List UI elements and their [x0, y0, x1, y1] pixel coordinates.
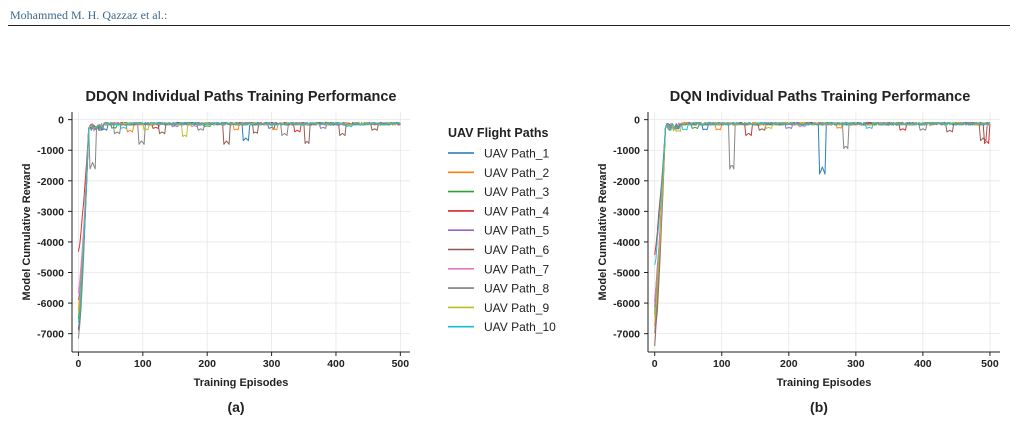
y-tick-label: -6000: [613, 298, 640, 310]
series-line-uav-path-1: [77, 121, 401, 330]
series-line-uav-path-9: [77, 121, 401, 314]
series-line-uav-path-7: [77, 121, 401, 294]
legend-entry: UAV Path_4: [484, 204, 549, 218]
x-tick-label: 0: [76, 358, 82, 370]
y-tick-label: -4000: [613, 237, 640, 249]
y-axis-label: Model Cumulative Reward: [597, 164, 609, 301]
series-line-uav-path-8: [77, 122, 401, 339]
series-line-uav-path-1: [654, 121, 991, 315]
y-tick-label: -5000: [37, 268, 64, 280]
chart-title: DQN Individual Paths Training Performanc…: [670, 89, 971, 105]
x-tick-label: 300: [847, 358, 865, 370]
x-tick-label: 100: [713, 358, 731, 370]
series-line-uav-path-6: [77, 121, 401, 331]
series-line-uav-path-7: [654, 121, 991, 303]
y-tick-label: -4000: [37, 237, 64, 249]
y-tick-label: -1000: [37, 145, 64, 157]
y-tick-label: -1000: [613, 145, 640, 157]
y-tick-label: 0: [634, 115, 640, 127]
x-axis-label: Training Episodes: [777, 377, 872, 389]
chart-panel-a: 0 100 200 300 400 500 0 -1000 -2000 -3000 -4000 -50…: [21, 89, 410, 415]
figure-caption: (a): [227, 399, 244, 415]
x-tick-label: 0: [652, 358, 658, 370]
y-tick-label: -5000: [613, 268, 640, 280]
series-line-uav-path-6: [654, 121, 991, 347]
legend-entry: UAV Path_7: [484, 262, 549, 276]
x-tick-label: 300: [263, 358, 281, 370]
series-line-uav-path-8: [654, 121, 990, 334]
series-line-uav-path-3: [654, 121, 991, 302]
legend: UAV Flight Paths UAV Path_1 UAV Path_2 UAV …: [448, 126, 556, 334]
series-line-uav-path-10: [654, 121, 991, 265]
legend-title: UAV Flight Paths: [448, 126, 549, 140]
series-line-uav-path-3: [77, 121, 401, 320]
x-tick-label: 400: [914, 358, 932, 370]
y-axis-label: Model Cumulative Reward: [21, 164, 33, 301]
y-tick-label: -7000: [37, 329, 64, 341]
y-tick-label: 0: [58, 115, 64, 127]
x-tick-label: 500: [981, 358, 999, 370]
legend-entry: UAV Path_3: [484, 185, 549, 199]
series-line-uav-path-9: [654, 121, 991, 318]
y-tick-label: -2000: [613, 176, 640, 188]
x-tick-label: 200: [198, 358, 216, 370]
x-tick-label: 400: [327, 358, 345, 370]
legend-entry: UAV Path_2: [484, 166, 549, 180]
legend-entry: UAV Path_10: [484, 320, 556, 334]
y-tick-label: -2000: [37, 176, 64, 188]
chart-title: DDQN Individual Paths Training Performan…: [85, 89, 396, 105]
series-line-uav-path-4: [77, 121, 401, 252]
legend-entry: UAV Path_8: [484, 282, 549, 296]
y-tick-label: -7000: [613, 329, 640, 341]
y-tick-label: -3000: [37, 206, 64, 218]
figure-caption: (b): [810, 399, 828, 415]
chart-panel-b: 0 100 200 300 400 500 0 -1000 -2000 -3000 -4000 -50…: [597, 89, 1000, 415]
legend-entry: UAV Path_6: [484, 243, 549, 257]
series-line-uav-path-4: [654, 121, 991, 256]
series-line-uav-path-10: [77, 121, 401, 323]
x-tick-label: 100: [134, 358, 152, 370]
x-tick-label: 200: [780, 358, 798, 370]
y-tick-label: -3000: [613, 206, 640, 218]
legend-entry: UAV Path_1: [484, 147, 549, 161]
series-line-uav-path-2: [654, 121, 991, 327]
legend-entry: UAV Path_9: [484, 301, 549, 315]
legend-entry: UAV Path_5: [484, 224, 549, 238]
y-tick-label: -6000: [37, 298, 64, 310]
header-rule: [8, 25, 1010, 26]
x-tick-label: 500: [392, 358, 410, 370]
page-header-author: Mohammed M. H. Qazzaz et al.:: [10, 8, 168, 22]
x-axis-label: Training Episodes: [194, 377, 289, 389]
